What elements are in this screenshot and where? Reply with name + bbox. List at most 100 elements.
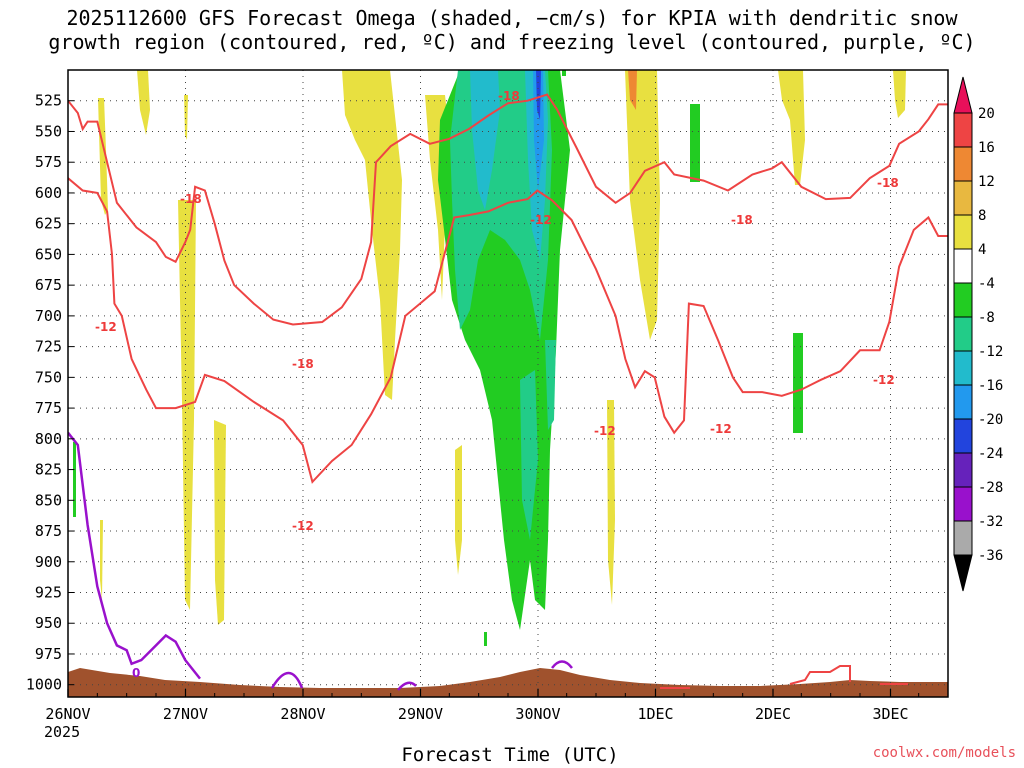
dendritic-minus18-contour	[68, 93, 948, 326]
colorbar-label: 8	[978, 208, 986, 224]
x-tick-label: 30NOV	[515, 705, 560, 723]
colorbar-segment	[953, 146, 973, 182]
contour-label: -18	[292, 357, 314, 371]
colorbar-segment	[953, 384, 973, 420]
contour-label: 0	[132, 666, 140, 680]
freezing-level-contour	[270, 671, 304, 689]
contour-label: -18	[498, 89, 520, 103]
y-tick-label: 1000	[26, 676, 62, 694]
contour-label: -18	[180, 192, 202, 206]
colorbar-label: -4	[978, 276, 995, 292]
y-tick-label: 600	[35, 184, 62, 202]
contour-label: -12	[95, 320, 117, 334]
colorbar-segment	[953, 316, 973, 352]
omega-yellow-area	[625, 70, 660, 340]
contour-label: -12	[594, 424, 616, 438]
y-tick-label: 525	[35, 92, 62, 110]
y-tick-label: 875	[35, 522, 62, 540]
colorbar-label: -24	[978, 446, 1003, 462]
contour-label: -12	[292, 519, 314, 533]
freezing-level-contour	[551, 660, 573, 669]
colorbar-cap	[953, 76, 973, 114]
colorbar-label: 16	[978, 140, 995, 156]
x-year-label: 2025	[44, 723, 80, 741]
colorbar-segment	[953, 520, 973, 556]
omega-yellow-area	[98, 98, 108, 215]
y-tick-label: 975	[35, 645, 62, 663]
credit-text: coolwx.com/models	[872, 745, 1016, 761]
omega-yellow-area	[455, 445, 462, 575]
colorbar-segment	[953, 486, 973, 522]
grid	[68, 70, 948, 697]
colorbar-label: 20	[978, 106, 995, 122]
omega-yellow-area	[342, 70, 402, 400]
y-tick-label: 625	[35, 215, 62, 233]
y-tick-label: 900	[35, 553, 62, 571]
colorbar-label: 12	[978, 174, 995, 190]
colorbar-cap	[953, 554, 973, 592]
colorbar-segment	[953, 282, 973, 318]
x-tick-label: 3DEC	[872, 705, 908, 723]
chart-title: 2025112600 GFS Forecast Omega (shaded, −…	[0, 6, 1024, 54]
omega-yellow-area	[214, 420, 226, 625]
freezing-level-contour	[397, 681, 417, 691]
omega-green-area	[793, 333, 803, 433]
contour-label: -12	[530, 213, 552, 227]
omega-yellow-area	[893, 70, 906, 118]
x-tick-label: 29NOV	[398, 705, 443, 723]
colorbar-label: -32	[978, 514, 1003, 530]
y-tick-label: 850	[35, 491, 62, 509]
contour-label: -18	[731, 213, 753, 227]
colorbar: 20 16 12 8 4 -4 -8 -12 -16 -20 -24 -28 -32 -36	[953, 76, 1003, 592]
y-tick-label: 650	[35, 245, 62, 263]
omega-teal-area	[520, 370, 538, 540]
omega-yellow-area	[607, 400, 615, 605]
omega-yellow-area	[100, 520, 103, 600]
contour-label: -12	[710, 422, 732, 436]
x-tick-label: 26NOV	[45, 705, 90, 723]
omega-green-area	[562, 70, 566, 76]
colorbar-label: -16	[978, 378, 1003, 394]
colorbar-label: -8	[978, 310, 995, 326]
y-tick-label: 925	[35, 584, 62, 602]
y-tick-label: 750	[35, 368, 62, 386]
omega-orange-area	[628, 70, 637, 110]
colorbar-label: -28	[978, 480, 1003, 496]
omega-green-area	[73, 442, 76, 517]
colorbar-segment	[953, 180, 973, 216]
surface-terrain	[68, 668, 948, 697]
y-tick-label: 575	[35, 153, 62, 171]
omega-green-area	[690, 104, 700, 182]
x-tick-label: 28NOV	[280, 705, 325, 723]
contour-label: -18	[877, 176, 899, 190]
x-axis: 26NOV 27NOV 28NOV 29NOV 30NOV 1DEC 2DEC 3DEC	[45, 689, 920, 723]
omega-yellow-area	[778, 70, 805, 185]
omega-cyan-area	[470, 70, 500, 210]
colorbar-segment	[953, 452, 973, 488]
x-axis-label: Forecast Time (UTC)	[401, 744, 619, 766]
y-tick-label: 775	[35, 399, 62, 417]
y-axis: 525 550 575 600 625 650 675 700 725 750 775 800 825 8…	[26, 92, 74, 694]
freezing-level-contour	[68, 431, 201, 680]
y-tick-label: 800	[35, 430, 62, 448]
y-tick-label: 725	[35, 338, 62, 356]
y-tick-label: 950	[35, 614, 62, 632]
dendritic-minus12-contour	[68, 177, 948, 484]
colorbar-label: -36	[978, 548, 1003, 564]
colorbar-label: 4	[978, 242, 986, 258]
contour-labels: -18 -18 -18 -18 -18 -12 -12 -12 -12 -12 …	[95, 89, 899, 680]
omega-yellow-area	[137, 70, 150, 135]
chart-title-line-1: 2025112600 GFS Forecast Omega (shaded, −…	[66, 6, 958, 30]
y-tick-label: 700	[35, 307, 62, 325]
omega-green-area	[484, 632, 487, 646]
y-tick-label: 675	[35, 276, 62, 294]
colorbar-segment	[953, 350, 973, 386]
colorbar-segment	[953, 214, 973, 250]
dendritic-surface-contour	[789, 665, 851, 685]
omega-teal-area	[545, 340, 556, 430]
colorbar-segment	[953, 248, 973, 284]
chart-title-line-2: growth region (contoured, red, ºC) and f…	[48, 30, 976, 54]
colorbar-label: -20	[978, 412, 1003, 428]
colorbar-segment	[953, 418, 973, 454]
